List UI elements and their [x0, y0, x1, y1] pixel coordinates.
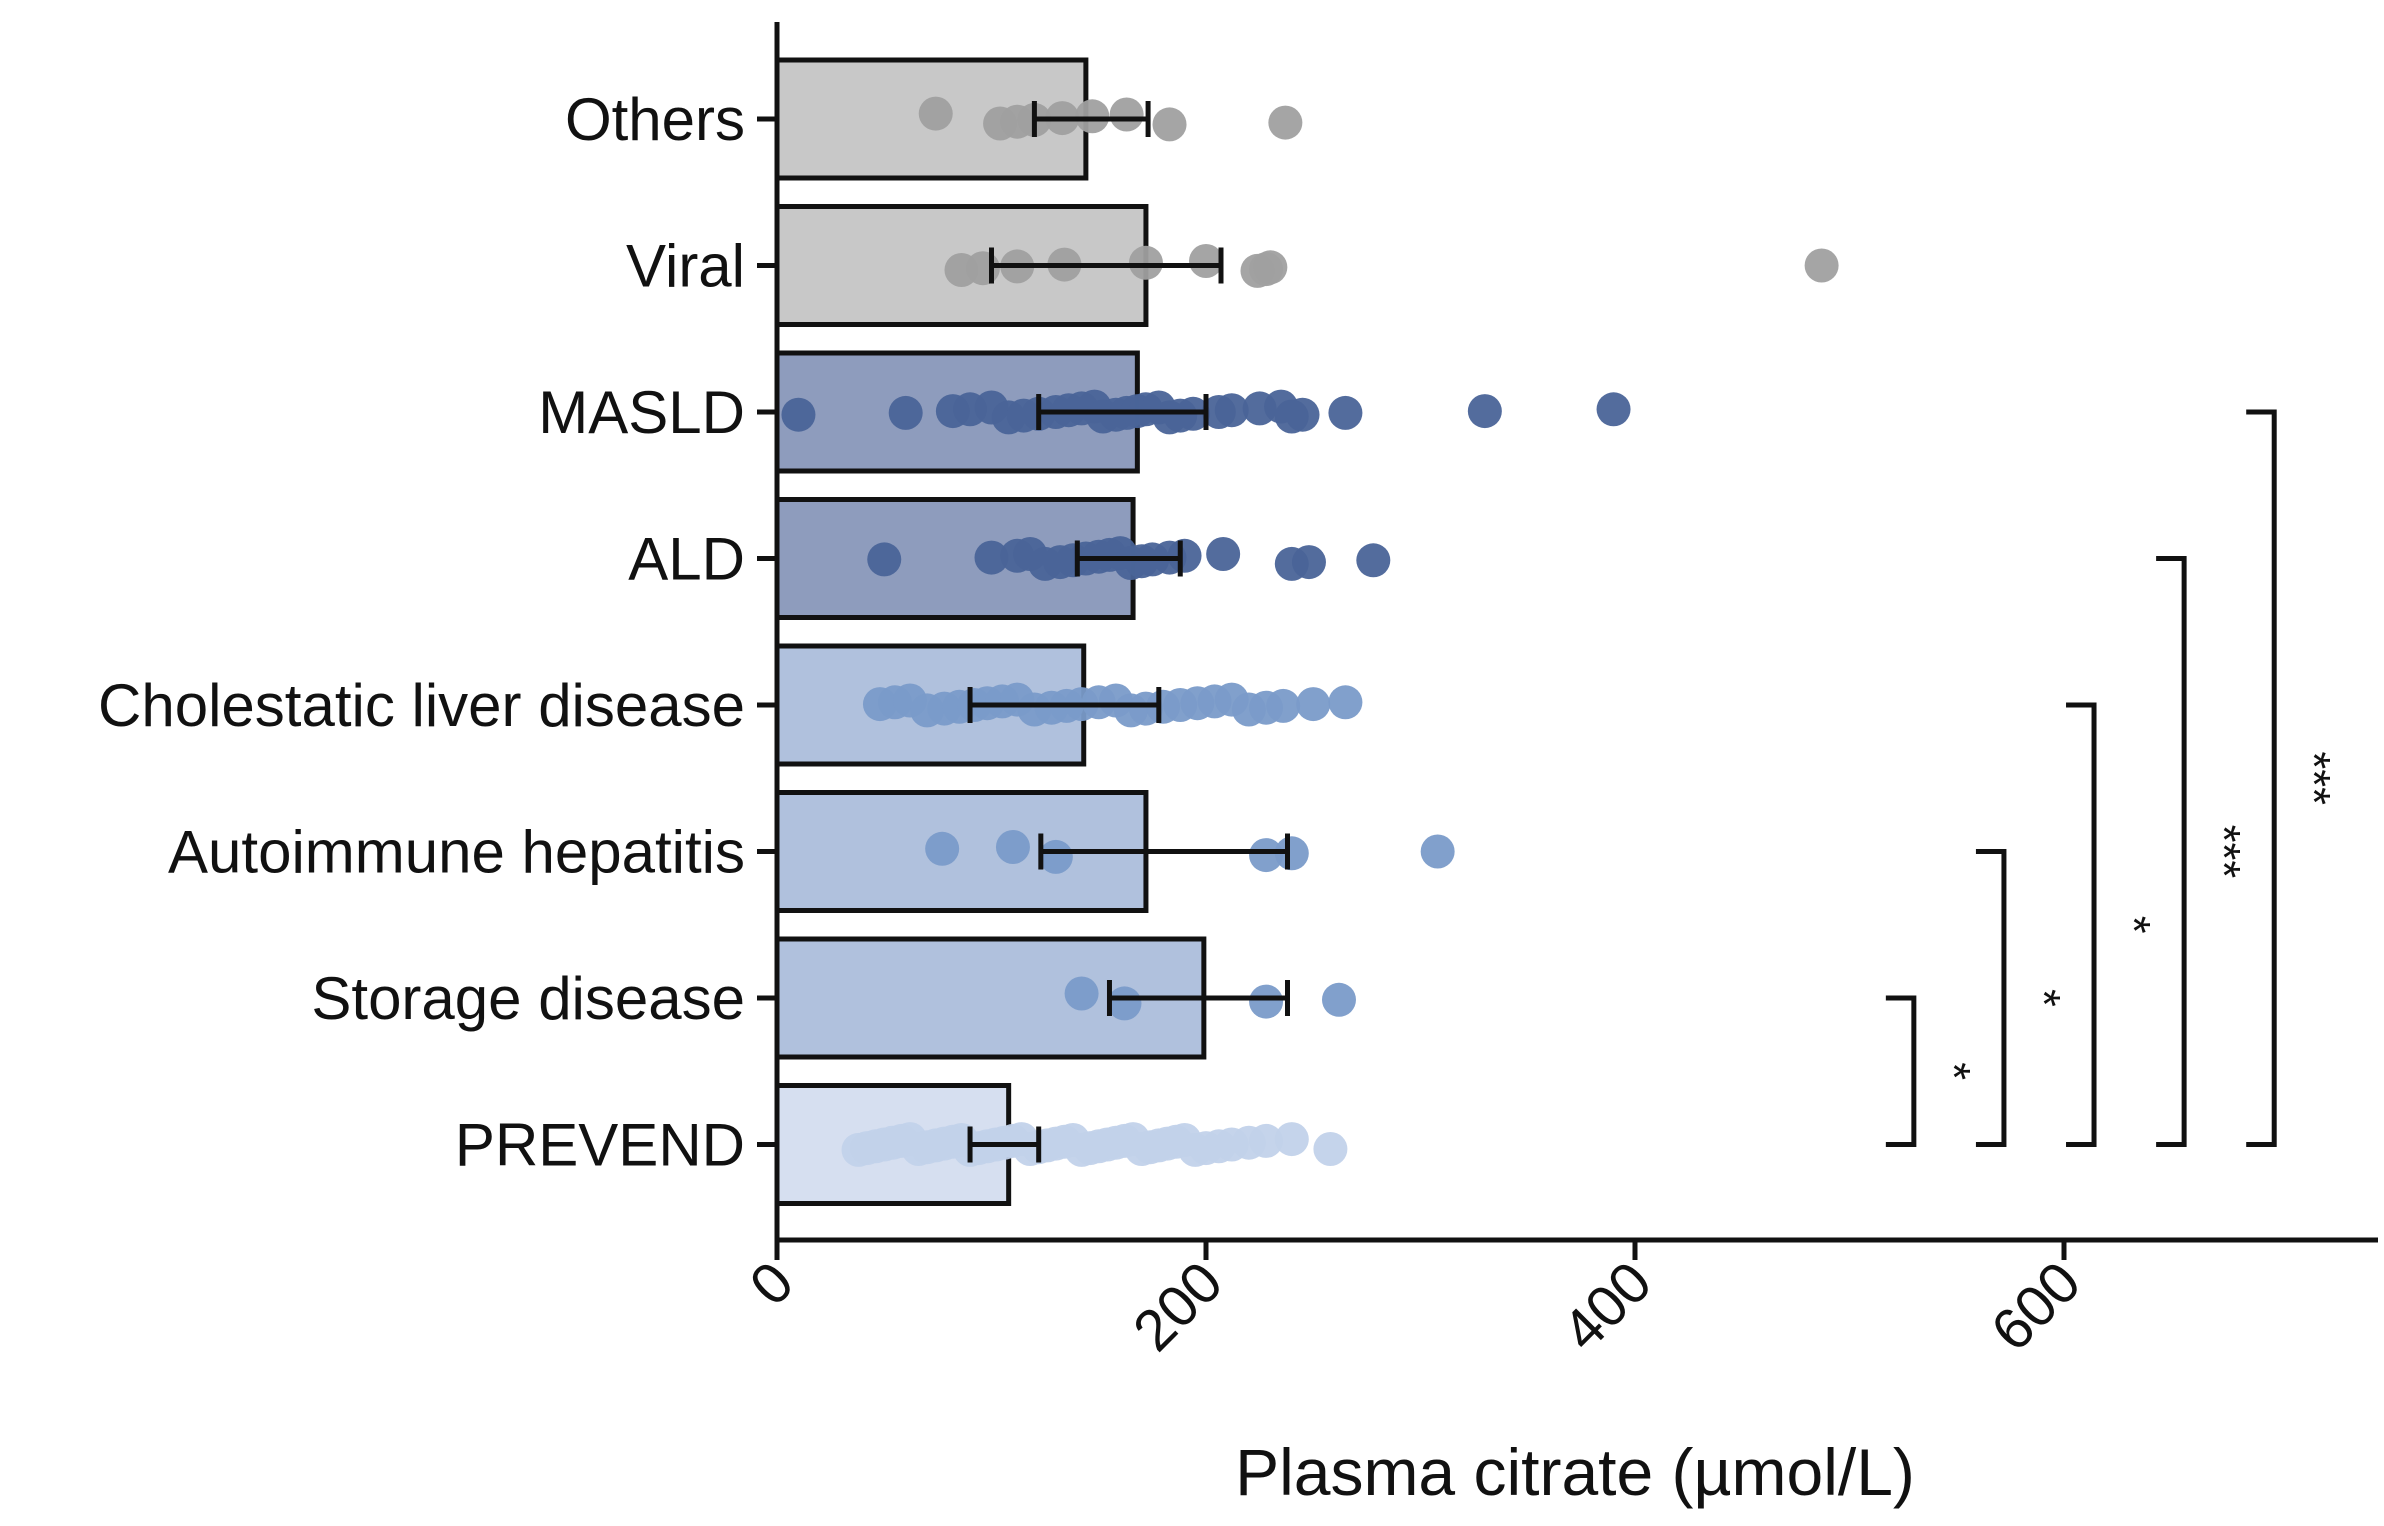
data-point — [1266, 688, 1301, 723]
x-tick-labels: 0 200 400 600 — [737, 1240, 2093, 1364]
data-point — [1296, 687, 1331, 722]
category-label: Others — [565, 86, 745, 153]
data-point — [1206, 537, 1241, 571]
error-bars-layer — [967, 101, 1291, 1163]
data-point — [888, 395, 923, 430]
significance-label: * — [1928, 1062, 1980, 1080]
data-point — [1268, 105, 1303, 140]
data-point — [1467, 394, 1502, 429]
significance-bracket — [2246, 409, 2277, 1147]
data-point — [1152, 107, 1187, 142]
category-label: Storage disease — [311, 965, 745, 1032]
data-point — [1109, 97, 1144, 132]
data-point — [1189, 244, 1223, 278]
data-point — [1253, 250, 1288, 285]
data-point — [1274, 1122, 1309, 1157]
data-point — [781, 397, 816, 432]
data-point — [1214, 393, 1249, 428]
data-point — [995, 830, 1030, 864]
data-point — [1328, 395, 1363, 430]
points-layer — [781, 96, 1839, 1167]
category-labels: Others Viral MASLD ALD Cholestatic liver dis… — [98, 86, 777, 1179]
category-label: ALD — [628, 526, 745, 593]
data-point — [1328, 685, 1363, 720]
significance-label: *** — [2198, 825, 2250, 879]
axes-layer — [774, 22, 2378, 1243]
data-point — [867, 542, 902, 577]
significance-label: * — [2018, 989, 2070, 1007]
significance-bracket — [1975, 849, 2007, 1147]
data-point — [1038, 839, 1073, 874]
data-point — [1291, 545, 1326, 580]
bars-layer — [774, 57, 1207, 1206]
significance-label: *** — [2288, 751, 2340, 805]
data-point — [1356, 543, 1391, 578]
data-point — [918, 96, 953, 131]
data-point — [1128, 245, 1163, 280]
data-point — [1075, 99, 1110, 134]
x-tick-label: 200 — [1121, 1249, 1235, 1363]
x-tick-label: 0 — [737, 1249, 806, 1318]
data-point — [1249, 838, 1284, 873]
significance-label: * — [2108, 916, 2160, 934]
category-label: Viral — [626, 233, 745, 300]
data-point — [1249, 1123, 1284, 1158]
category-label: PREVEND — [455, 1112, 745, 1179]
x-axis-title: Plasma citrate (µmol/L) — [1235, 1435, 1915, 1509]
data-point — [925, 831, 960, 866]
data-point — [965, 251, 1000, 286]
category-label: MASLD — [538, 379, 745, 446]
significance-brackets: ********* — [1885, 409, 2340, 1147]
data-point — [1064, 976, 1099, 1011]
x-tick-label: 400 — [1550, 1249, 1664, 1363]
significance-bracket — [1885, 995, 1917, 1147]
data-point — [1804, 248, 1839, 283]
data-point — [1107, 986, 1142, 1021]
data-point — [1420, 834, 1455, 869]
x-tick-label: 600 — [1979, 1249, 2093, 1363]
significance-bracket — [2156, 556, 2187, 1147]
data-point — [1249, 984, 1284, 1019]
significance-bracket — [2066, 702, 2097, 1147]
data-point — [974, 540, 1009, 575]
category-label: Autoimmune hepatitis — [168, 819, 745, 886]
data-point — [1313, 1132, 1348, 1166]
data-point — [1285, 397, 1320, 432]
data-point — [1274, 836, 1309, 871]
data-point — [1321, 982, 1356, 1017]
data-point — [1596, 392, 1631, 427]
category-label: Cholestatic liver disease — [98, 672, 745, 739]
data-point — [1167, 538, 1202, 573]
